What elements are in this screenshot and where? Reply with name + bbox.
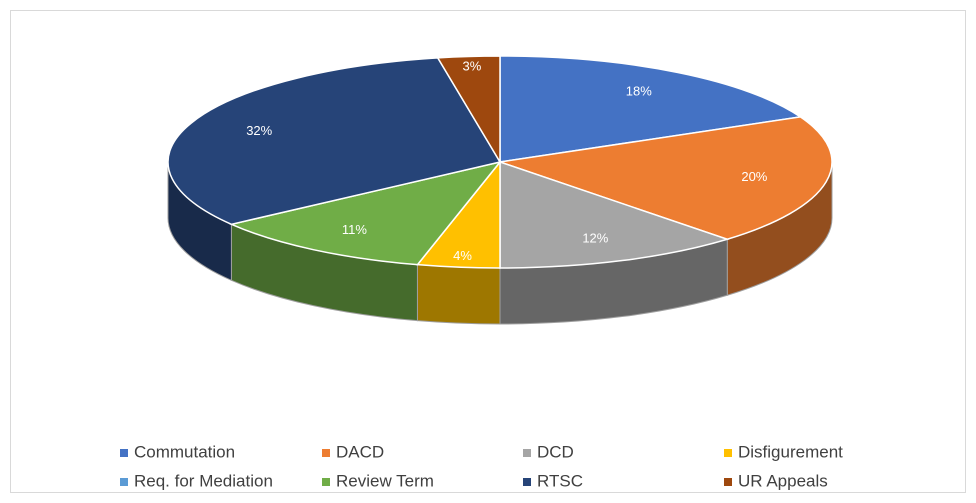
legend-label: DCD	[537, 442, 574, 461]
slice	[229, 160, 502, 266]
legend-label: Disfigurement	[738, 442, 843, 461]
legend-label: Req. for Mediation	[134, 471, 273, 490]
slice	[436, 55, 501, 165]
data-label: 12%	[582, 230, 608, 245]
data-label: 20%	[741, 169, 767, 184]
legend-swatch	[120, 478, 128, 486]
legend-swatch	[120, 449, 128, 457]
legend-swatch	[322, 478, 330, 486]
slice	[499, 116, 833, 241]
legend-label: RTSC	[537, 471, 583, 490]
legend-swatch	[724, 449, 732, 457]
legend-swatch	[724, 478, 732, 486]
data-label: 3%	[462, 58, 481, 73]
legend-label: Review Term	[336, 471, 434, 490]
slice	[167, 57, 502, 226]
legend-swatch	[523, 478, 531, 486]
slice	[499, 55, 803, 163]
legend-label: Commutation	[134, 442, 235, 461]
legend-swatch	[322, 449, 330, 457]
slice	[499, 160, 730, 269]
data-label: 18%	[626, 84, 652, 99]
legend-label: DACD	[336, 442, 384, 461]
legend-label: UR Appeals	[738, 471, 828, 490]
data-label: 32%	[246, 123, 272, 138]
legend-swatch	[523, 449, 531, 457]
data-label: 11%	[342, 222, 367, 237]
slice-side	[416, 264, 501, 325]
data-label: 4%	[453, 248, 472, 263]
